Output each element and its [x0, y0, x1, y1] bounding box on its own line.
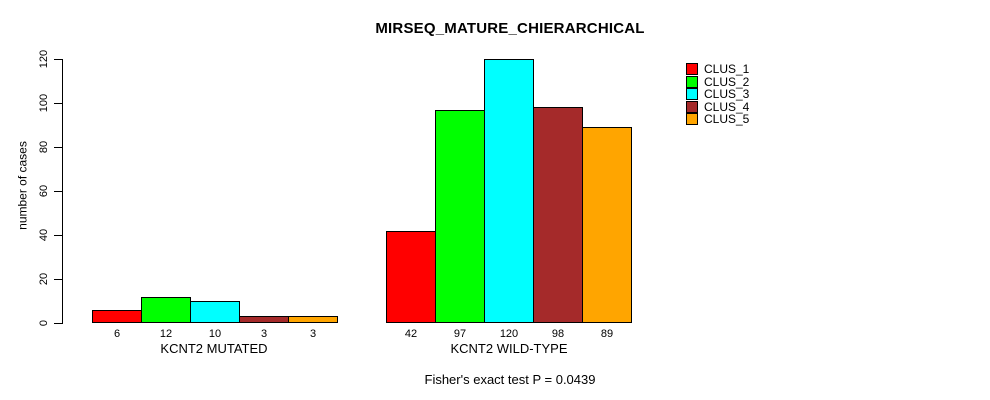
bar-kcnt2-wild-type-clus-5 — [582, 127, 632, 323]
bar-value-label: 120 — [499, 328, 519, 340]
bar-kcnt2-mutated-clus-1 — [92, 310, 142, 323]
y-tick — [54, 147, 62, 148]
y-tick — [54, 323, 62, 324]
y-axis-line — [62, 59, 63, 324]
bar-value-label: 98 — [551, 328, 565, 340]
bar-value-label: 3 — [309, 328, 317, 340]
legend-swatch-icon — [686, 113, 698, 125]
y-tick-label: 80 — [38, 140, 50, 154]
legend-swatch-icon — [686, 75, 698, 88]
legend-item-clus-1: CLUS_1 — [686, 63, 749, 75]
y-tick-label: 60 — [38, 184, 50, 198]
bar-kcnt2-wild-type-clus-2 — [435, 110, 485, 323]
bar-kcnt2-wild-type-clus-4 — [533, 107, 583, 323]
x-group-label-mutated: KCNT2 MUTATED — [160, 341, 268, 356]
bar-kcnt2-mutated-clus-3 — [190, 301, 240, 323]
bar-kcnt2-mutated-clus-5 — [288, 316, 338, 323]
y-tick-label: 0 — [38, 319, 50, 327]
legend-swatch-icon — [686, 63, 698, 75]
x-group-label-wildtype: KCNT2 WILD-TYPE — [450, 341, 568, 356]
y-tick-label: 20 — [38, 272, 50, 286]
legend-item-clus-3: CLUS_3 — [686, 88, 749, 100]
legend-item-clus-5: CLUS_5 — [686, 113, 749, 125]
bar-kcnt2-wild-type-clus-3 — [484, 59, 534, 323]
legend-label: CLUS_3 — [704, 87, 750, 101]
legend-swatch-icon — [686, 88, 698, 100]
bar-value-label: 89 — [600, 328, 614, 340]
legend: CLUS_1 CLUS_2 CLUS_3 CLUS_4 CLUS_5 — [686, 63, 749, 126]
y-axis-label: number of cases — [15, 141, 30, 230]
y-tick-label: 120 — [38, 49, 50, 69]
y-tick-label: 40 — [38, 228, 50, 242]
y-tick — [54, 103, 62, 104]
bar-value-label: 42 — [404, 328, 418, 340]
bar-value-label: 97 — [453, 328, 467, 340]
bar-kcnt2-mutated-clus-4 — [239, 316, 289, 323]
bar-value-label: 12 — [159, 328, 173, 340]
bar-value-label: 10 — [208, 328, 222, 340]
bar-kcnt2-wild-type-clus-1 — [386, 231, 436, 323]
legend-label: CLUS_4 — [704, 99, 750, 114]
y-tick — [54, 191, 62, 192]
y-tick — [54, 59, 62, 60]
bar-kcnt2-mutated-clus-2 — [141, 297, 191, 323]
y-tick — [54, 279, 62, 280]
bar-value-label: 6 — [113, 328, 121, 340]
legend-item-clus-2: CLUS_2 — [686, 74, 750, 89]
y-tick — [54, 235, 62, 236]
chart-title: MIRSEQ_MATURE_CHIERARCHICAL — [375, 20, 645, 37]
y-tick-label: 100 — [38, 93, 50, 113]
legend-label: CLUS_1 — [704, 62, 750, 76]
legend-item-clus-4: CLUS_4 — [686, 99, 750, 114]
footer-annotation: Fisher's exact test P = 0.0439 — [424, 372, 596, 387]
legend-label: CLUS_5 — [704, 112, 750, 126]
bar-value-label: 3 — [260, 328, 268, 340]
legend-swatch-icon — [686, 100, 698, 113]
legend-label: CLUS_2 — [704, 74, 750, 89]
